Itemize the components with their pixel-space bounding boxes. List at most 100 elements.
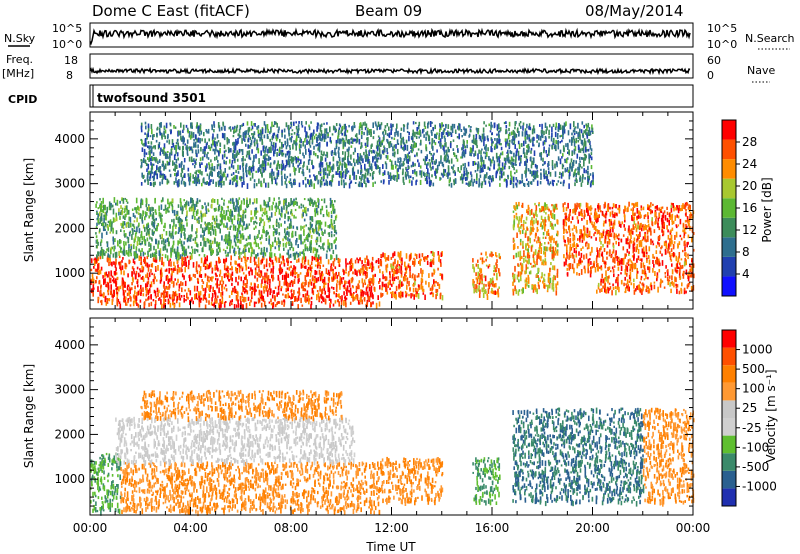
range-cell xyxy=(378,124,381,130)
range-cell xyxy=(259,272,262,276)
range-cell xyxy=(480,268,483,274)
range-cell xyxy=(332,206,335,211)
range-cell xyxy=(647,235,649,241)
nsearch-max: 10^5 xyxy=(707,22,737,35)
range-cell xyxy=(239,220,241,225)
range-cell xyxy=(283,200,285,206)
nsky-label: N.Sky xyxy=(4,32,36,45)
range-cell xyxy=(475,284,477,289)
range-cell xyxy=(538,134,540,141)
range-cell xyxy=(141,240,143,245)
range-cell xyxy=(626,279,629,285)
range-cell xyxy=(669,255,672,261)
range-cell xyxy=(108,205,111,211)
range-cell xyxy=(630,228,633,231)
range-cell xyxy=(98,269,100,275)
range-cell xyxy=(491,279,493,283)
range-cell xyxy=(332,287,335,290)
range-cell xyxy=(306,269,309,274)
range-cell xyxy=(165,268,168,272)
range-cell xyxy=(391,268,393,273)
range-cell xyxy=(216,199,219,205)
range-cell xyxy=(242,280,245,285)
range-cell xyxy=(599,232,601,236)
range-cell xyxy=(336,283,338,289)
range-cell xyxy=(223,238,226,242)
range-cell xyxy=(263,229,265,234)
range-cell xyxy=(176,293,178,297)
range-cell xyxy=(189,252,191,255)
range-cell xyxy=(244,130,246,135)
range-cell xyxy=(119,245,121,248)
range-cell xyxy=(687,206,690,210)
range-cell xyxy=(178,283,181,289)
range-cell xyxy=(302,264,304,268)
range-cell xyxy=(148,205,150,212)
range-cell xyxy=(640,262,642,269)
range-cell xyxy=(198,219,200,224)
range-cell xyxy=(497,292,500,298)
range-cell xyxy=(228,279,231,282)
range-cell xyxy=(281,133,283,138)
range-cell xyxy=(263,246,266,252)
range-cell xyxy=(250,128,253,131)
range-cell xyxy=(218,259,221,262)
range-cell xyxy=(253,183,256,189)
range-cell xyxy=(204,258,207,265)
range-cell xyxy=(294,254,296,260)
range-cell xyxy=(688,207,691,213)
range-cell xyxy=(330,231,333,234)
range-cell xyxy=(636,216,638,219)
range-cell xyxy=(245,248,247,252)
range-cell xyxy=(546,206,549,211)
range-cell xyxy=(215,283,217,286)
range-cell xyxy=(587,268,589,274)
range-cell xyxy=(618,237,620,241)
range-cell xyxy=(239,230,241,235)
range-cell xyxy=(645,288,647,292)
range-cell xyxy=(330,267,333,271)
range-cell xyxy=(173,267,175,271)
range-cell xyxy=(92,282,95,289)
range-cell xyxy=(164,244,167,251)
range-cell xyxy=(260,283,263,288)
range-cell xyxy=(495,262,497,266)
range-cell xyxy=(240,276,242,282)
range-cell xyxy=(515,289,518,295)
range-cell xyxy=(163,229,165,232)
range-cell xyxy=(242,251,244,254)
range-cell xyxy=(136,291,138,296)
range-cell xyxy=(294,155,296,161)
range-cell xyxy=(375,302,378,309)
range-cell xyxy=(642,224,644,228)
range-cell xyxy=(418,253,421,259)
range-cell xyxy=(284,214,286,218)
range-cell xyxy=(578,203,580,208)
range-cell xyxy=(229,246,231,249)
range-cell xyxy=(159,269,162,276)
range-cell xyxy=(237,164,239,171)
range-cell xyxy=(399,132,402,139)
range-cell xyxy=(496,259,498,263)
range-cell xyxy=(538,202,540,205)
range-cell xyxy=(219,248,221,253)
range-cell xyxy=(250,251,253,257)
range-cell xyxy=(119,215,121,220)
range-cell xyxy=(267,275,270,281)
range-cell xyxy=(233,202,235,206)
range-cell xyxy=(322,285,325,289)
range-cell xyxy=(513,277,516,283)
range-cell xyxy=(502,166,504,169)
range-cell xyxy=(478,134,481,140)
range-cell xyxy=(615,279,617,284)
range-cell xyxy=(618,208,621,212)
range-cell xyxy=(342,277,345,280)
range-cell xyxy=(206,275,209,282)
range-cell xyxy=(339,296,341,300)
range-cell xyxy=(309,226,312,230)
range-cell xyxy=(134,232,137,239)
range-cell xyxy=(656,272,659,279)
range-cell xyxy=(281,268,284,273)
range-cell xyxy=(130,296,132,302)
range-cell xyxy=(517,290,520,296)
